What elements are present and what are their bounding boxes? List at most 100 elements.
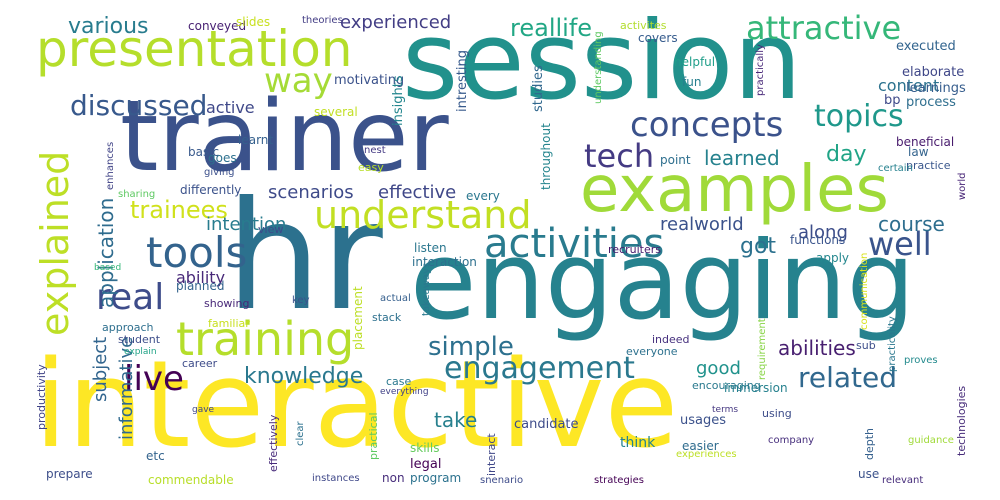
word: sub (856, 339, 876, 352)
word: easy (358, 161, 384, 174)
word: several (314, 105, 358, 119)
word: fun (682, 75, 702, 89)
word: concepts (630, 105, 784, 145)
word: application (94, 197, 118, 308)
word: process (906, 95, 956, 110)
word: intresting (455, 50, 470, 112)
word: various (68, 14, 149, 39)
word: etc (146, 449, 165, 463)
word: think (620, 435, 656, 451)
word: content (878, 76, 940, 95)
word: experiences (676, 449, 737, 460)
word: usages (680, 413, 727, 428)
word: take (434, 408, 478, 432)
word: got (740, 234, 777, 259)
word: bp (884, 93, 901, 108)
word: understanding (593, 31, 604, 104)
word: actual (380, 293, 411, 304)
word: gave (192, 405, 215, 415)
word: examples (580, 153, 889, 227)
word: well (868, 225, 932, 263)
word: tech (584, 137, 655, 175)
word: instances (312, 473, 360, 484)
word: trainer (120, 80, 449, 194)
word: listen (414, 241, 447, 255)
word: candidate (514, 417, 579, 432)
word: key (292, 295, 310, 306)
word: functions (790, 233, 846, 247)
word: productivity (35, 364, 48, 430)
word: takeaways (421, 262, 432, 316)
word: interactive (34, 336, 679, 475)
word: legal (410, 457, 442, 472)
word: slides (236, 15, 271, 29)
word: clear (295, 421, 306, 446)
word: explain (124, 347, 157, 357)
word: goes (208, 151, 237, 165)
word: snenario (480, 475, 524, 486)
word: training (176, 312, 355, 366)
word: using (762, 407, 792, 420)
word: interact (485, 433, 498, 476)
word: certain (878, 163, 913, 174)
word: differently (180, 183, 242, 197)
word: attractive (746, 9, 902, 47)
word: knowledge (244, 364, 364, 389)
word: abilities (778, 336, 856, 360)
word: view (258, 223, 284, 236)
word: showing (204, 297, 250, 310)
word: prepare (46, 467, 93, 481)
word: communication (859, 252, 870, 330)
word: basic (188, 145, 220, 159)
word: technologies (955, 385, 968, 456)
word: way (264, 61, 333, 101)
word: practice (906, 159, 951, 172)
word: company (768, 435, 815, 446)
word: use (858, 467, 880, 481)
word: career (182, 357, 218, 370)
word: elaborate (902, 65, 965, 80)
word: active (206, 98, 255, 117)
word: approach (102, 321, 154, 334)
word: effectively (267, 414, 280, 472)
word: non (382, 471, 405, 485)
word: based (94, 263, 122, 273)
word: placement (351, 286, 365, 350)
word: stack (372, 311, 402, 324)
word: requirement (757, 318, 768, 380)
word: good (696, 358, 741, 379)
word: practically (755, 44, 766, 96)
word: explained (33, 150, 77, 336)
word: studies (531, 65, 546, 112)
word: along (798, 222, 848, 243)
word: law (908, 145, 929, 159)
word: everything (380, 387, 429, 397)
word: conveyed (188, 19, 247, 33)
word: relevant (882, 475, 924, 486)
word: real (96, 277, 165, 318)
word: scenarios (268, 182, 354, 203)
word: throughout (539, 123, 553, 190)
word: discussed (70, 89, 208, 122)
word: planned (176, 279, 225, 293)
word: presentation (36, 20, 353, 78)
word: motivating (334, 73, 405, 88)
word: helpful (674, 55, 716, 69)
word: sharing (118, 189, 156, 200)
word: simple (428, 332, 514, 362)
word: depth (863, 427, 876, 460)
word: giving (204, 167, 235, 178)
word: beneficial (896, 135, 955, 149)
word: course (878, 212, 945, 236)
word: realworld (660, 214, 744, 235)
word: student (118, 333, 161, 346)
word: hr (226, 170, 383, 344)
word: understand (314, 193, 532, 237)
word: immersion (724, 381, 788, 395)
word: skills (410, 441, 440, 455)
word: familiar (208, 317, 250, 330)
word: terms (712, 405, 739, 415)
word: theories (302, 15, 343, 26)
word: tools (146, 228, 248, 277)
